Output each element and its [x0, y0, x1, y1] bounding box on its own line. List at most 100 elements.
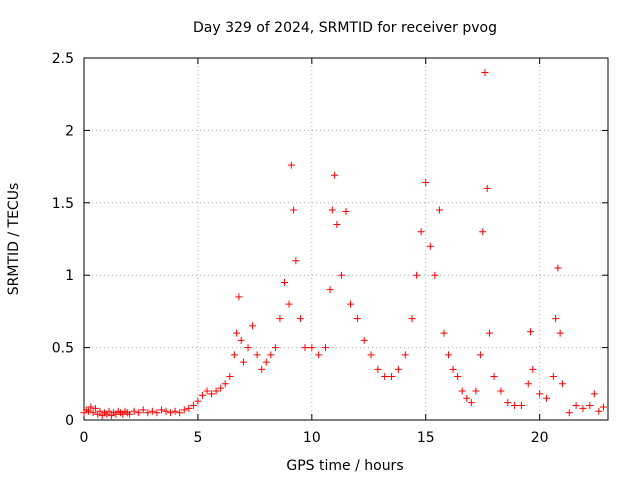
data-point: [486, 329, 494, 337]
data-point: [524, 380, 532, 388]
x-axis-title: GPS time / hours: [286, 458, 403, 474]
plot-frame: [83, 57, 609, 421]
data-point: [556, 329, 564, 337]
data-point: [321, 344, 329, 352]
y-tick-label: 1: [65, 268, 74, 284]
y-tick-label: 0.5: [52, 341, 74, 357]
data-point: [590, 390, 598, 398]
data-point: [536, 390, 544, 398]
data-point: [301, 344, 309, 352]
data-point: [203, 387, 211, 395]
data-point: [579, 404, 587, 412]
data-point: [504, 399, 512, 407]
data-point: [262, 358, 270, 366]
data-point: [595, 407, 603, 415]
data-point: [176, 409, 184, 417]
axis-ticks: 0 5 10 15 20 0 0.5 1 1.5 2 2.5: [52, 51, 608, 446]
data-point: [139, 406, 147, 414]
data-point: [326, 286, 334, 294]
data-point: [235, 293, 243, 301]
data-point: [296, 315, 304, 323]
data-point: [337, 271, 345, 279]
data-point: [435, 206, 443, 214]
data-point: [458, 387, 466, 395]
data-point: [342, 207, 350, 215]
data-point: [542, 394, 550, 402]
data-point: [162, 407, 170, 415]
data-point: [552, 315, 560, 323]
data-point: [422, 179, 430, 187]
data-point: [135, 409, 143, 417]
data-point: [374, 365, 382, 373]
x-tick-label: 15: [417, 430, 435, 446]
data-point: [148, 407, 156, 415]
data-point: [276, 315, 284, 323]
data-point: [472, 387, 480, 395]
x-tick-label: 10: [303, 430, 321, 446]
data-point: [180, 406, 188, 414]
data-point: [96, 407, 104, 415]
data-point: [554, 264, 562, 272]
data-point: [408, 315, 416, 323]
data-point: [271, 344, 279, 352]
data-point: [599, 403, 607, 411]
data-point: [517, 402, 525, 410]
y-tick-label: 2.5: [52, 51, 74, 67]
data-point: [394, 365, 402, 373]
data-point: [497, 387, 505, 395]
x-tick-label: 5: [193, 430, 202, 446]
data-point: [381, 373, 389, 381]
data-point: [347, 300, 355, 308]
data-point: [479, 228, 487, 236]
data-point: [208, 390, 216, 398]
data-point: [87, 403, 95, 411]
data-point: [157, 406, 165, 414]
data-point: [198, 391, 206, 399]
data-point: [463, 394, 471, 402]
data-point: [130, 407, 138, 415]
data-point: [331, 171, 339, 179]
data-point: [367, 351, 375, 359]
x-tick-label: 20: [531, 430, 549, 446]
data-point: [244, 344, 252, 352]
data-point: [449, 365, 457, 373]
data-point: [388, 373, 396, 381]
data-point: [237, 336, 245, 344]
data-point: [253, 351, 261, 359]
data-point: [287, 161, 295, 169]
data-point: [328, 206, 336, 214]
data-point: [558, 380, 566, 388]
data-point: [454, 373, 462, 381]
data-point: [285, 300, 293, 308]
data-point: [85, 407, 93, 415]
data-point: [308, 344, 316, 352]
grid-lines: [84, 58, 608, 420]
data-point: [194, 397, 202, 405]
data-point: [153, 409, 161, 417]
data-point: [417, 228, 425, 236]
data-point: [144, 409, 152, 417]
data-point: [565, 409, 573, 417]
data-point: [185, 404, 193, 412]
data-point: [431, 271, 439, 279]
data-point: [280, 278, 288, 286]
data-point: [413, 271, 421, 279]
data-point: [230, 351, 238, 359]
data-point: [249, 322, 257, 330]
data-point: [292, 257, 300, 265]
data-point: [511, 402, 519, 410]
data-point: [233, 329, 241, 337]
data-point: [360, 336, 368, 344]
data-point: [490, 373, 498, 381]
data-point: [440, 329, 448, 337]
data-point: [126, 410, 134, 418]
data-point: [226, 373, 234, 381]
data-point: [167, 409, 175, 417]
y-tick-label: 1.5: [52, 196, 74, 212]
data-point: [217, 384, 225, 392]
data-point: [481, 68, 489, 76]
data-point: [189, 402, 197, 410]
data-point: [445, 351, 453, 359]
y-tick-label: 2: [65, 123, 74, 139]
data-point: [212, 387, 220, 395]
